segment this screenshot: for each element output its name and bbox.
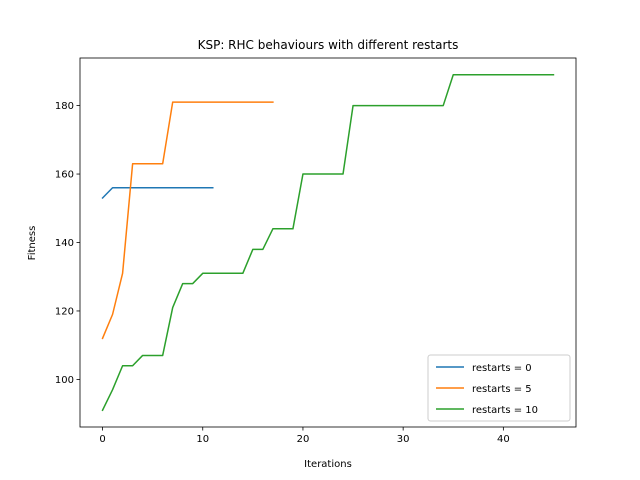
x-axis: 0 10 20 30 40: [99, 427, 510, 445]
x-tick-label: 0: [99, 434, 105, 445]
x-tick-label: 10: [196, 434, 209, 445]
x-axis-title: Iterations: [304, 459, 352, 470]
y-axis-title: Fitness: [27, 226, 38, 261]
series-line-0: [101, 186, 214, 200]
y-tick-label: 180: [55, 101, 74, 112]
legend-label-0: restarts = 0: [472, 363, 532, 374]
x-tick-label: 30: [397, 434, 410, 445]
legend-label-1: restarts = 5: [472, 384, 532, 395]
chart-title: KSP: RHC behaviours with different resta…: [198, 38, 459, 52]
legend-box: [427, 354, 571, 422]
x-tick-label: 40: [497, 434, 510, 445]
y-tick-label: 160: [55, 170, 74, 181]
y-axis: 100 120 140 160 180: [55, 101, 80, 386]
legend: restarts = 0 restarts = 5 restarts = 10: [427, 354, 571, 422]
y-tick-label: 100: [55, 375, 74, 386]
legend-label-2: restarts = 10: [472, 405, 538, 416]
y-tick-label: 120: [55, 306, 74, 317]
series-line-2: [101, 74, 555, 412]
x-tick-label: 20: [297, 434, 310, 445]
series-line-1: [101, 101, 274, 340]
series-layer: [101, 74, 555, 412]
y-tick-label: 140: [55, 238, 74, 249]
